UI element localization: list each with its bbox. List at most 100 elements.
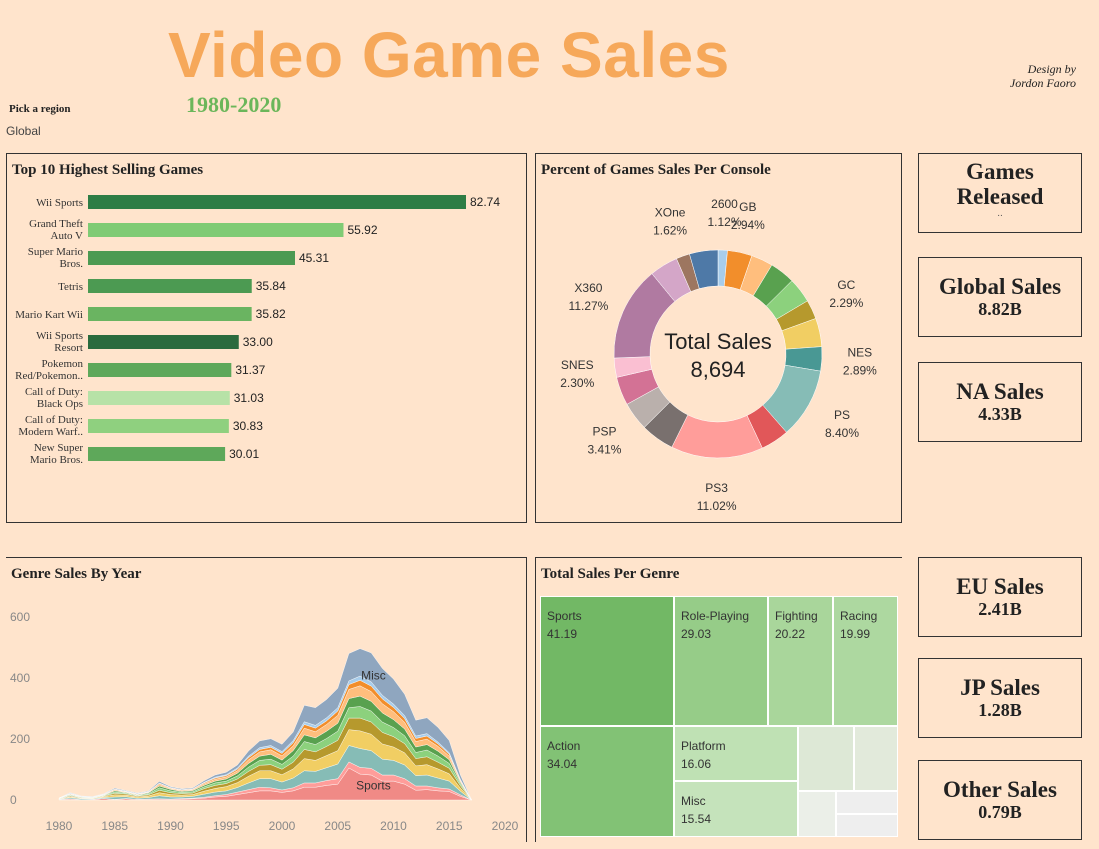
genre-year-chart: 0 200 400 600 1980 1985 1990 1995 2000 2005 2010 20… (10, 610, 519, 833)
donut-slice-percent: 2.89% (843, 364, 877, 378)
credit-line2: Jordon Faoro (1009, 76, 1076, 90)
donut-slice-percent: 1.62% (653, 223, 687, 237)
top10-category-label: New Super (34, 442, 84, 454)
design-credit: Design by Jordon Faoro (1010, 62, 1076, 90)
treemap-cell-name: Racing (840, 609, 878, 623)
top10-category-label: Tetris (58, 281, 83, 293)
treemap-cell-unlabeled[interactable] (836, 791, 898, 814)
treemap-cell-value: 41.19 (547, 627, 578, 641)
top10-bar[interactable] (88, 391, 230, 405)
donut-slice-name: GC (837, 278, 855, 292)
treemap-cell-racing[interactable]: Racing 19.99 (833, 596, 898, 726)
area-x-tick: 1990 (157, 819, 184, 833)
kpi-other-sales: Other Sales 0.79B (918, 760, 1082, 840)
treemap-cell-misc[interactable]: Misc 15.54 (674, 781, 798, 837)
top10-category-label: Wii Sports (36, 197, 83, 209)
top10-bar[interactable] (88, 251, 295, 265)
treemap-cell-value: 29.03 (681, 627, 712, 641)
top10-category-label: Resort (54, 342, 83, 354)
top10-category-label: Call of Duty: (25, 386, 83, 398)
top10-bar-value: 30.01 (229, 447, 259, 461)
kpi-title: Released (956, 184, 1044, 209)
top10-bar[interactable] (88, 419, 229, 433)
kpi-value: 1.28B (978, 700, 1022, 720)
top10-bar-value: 35.84 (256, 279, 286, 293)
treemap-cell-name: Sports (547, 609, 582, 623)
treemap-cell-value: 34.04 (547, 757, 578, 771)
treemap-cell-value: 19.99 (840, 627, 871, 641)
donut-slice-name: PS (834, 408, 850, 422)
kpi-title: Other Sales (943, 777, 1057, 802)
region-filter-value[interactable]: Global (6, 124, 41, 138)
top10-bar[interactable] (88, 223, 344, 237)
treemap-cell-value: 20.22 (775, 627, 806, 641)
top10-title: Top 10 Highest Selling Games (12, 162, 204, 178)
top10-bar-value: 31.03 (234, 391, 264, 405)
area-y-tick: 0 (10, 793, 17, 807)
area-x-tick: 2010 (380, 819, 407, 833)
donut-slice-name: XOne (655, 205, 686, 219)
donut-center-value: 8,694 (690, 357, 745, 382)
donut-slice-percent: 2.94% (731, 218, 765, 232)
treemap-cell-platform[interactable]: Platform 16.06 (674, 726, 798, 781)
kpi-value: 2.41B (978, 599, 1022, 619)
top10-bar[interactable] (88, 279, 252, 293)
treemap-cell-unlabeled[interactable] (798, 791, 836, 837)
treemap-cell-name: Action (547, 739, 581, 753)
area-series[interactable] (58, 648, 472, 801)
top10-category-label: Grand Theft (29, 218, 83, 230)
donut-slice-percent: 1.12% (707, 215, 741, 229)
top10-bar-value: 55.92 (347, 223, 377, 237)
treemap-cell-name: Role-Playing (681, 609, 750, 623)
treemap-cell-sports[interactable]: Sports 41.19 (540, 596, 674, 726)
kpi-title: JP Sales (960, 675, 1040, 700)
top10-category-label: Mario Kart Wii (15, 309, 83, 321)
area-y-tick: 400 (10, 671, 30, 685)
kpi-value: .. (997, 208, 1003, 219)
treemap-cell-unlabeled[interactable] (836, 814, 898, 837)
top10-bar[interactable] (88, 363, 232, 377)
kpi-na-sales: NA Sales 4.33B (918, 362, 1082, 442)
treemap-cell-unlabeled[interactable] (798, 726, 854, 791)
top10-category-label: Super Mario (28, 246, 84, 258)
treemap-cell-fighting[interactable]: Fighting 20.22 (768, 596, 833, 726)
area-x-tick: 2020 (492, 819, 519, 833)
genre-year-panel: Genre Sales By Year (6, 557, 527, 842)
top10-bar[interactable] (88, 335, 239, 349)
top10-bar-value: 33.00 (243, 335, 273, 349)
credit-line1: Design by (1027, 62, 1076, 76)
donut-slice-percent: 2.29% (829, 296, 863, 310)
kpi-title: NA Sales (956, 379, 1044, 404)
treemap-cell-name: Misc (681, 794, 706, 808)
area-annotation: Sports (356, 778, 391, 792)
console-panel: Percent of Games Sales Per Console 2600 1… (535, 153, 902, 523)
treemap-cell-value: 16.06 (681, 757, 712, 771)
kpi-title: EU Sales (956, 574, 1044, 599)
kpi-eu-sales: EU Sales 2.41B (918, 557, 1082, 637)
top10-bar[interactable] (88, 307, 252, 321)
area-x-tick: 2005 (324, 819, 351, 833)
genre-total-panel: Total Sales Per Genre (535, 557, 902, 842)
donut-slice-percent: 8.40% (825, 426, 859, 440)
top10-category-label: Modern Warf.. (18, 426, 83, 438)
console-title: Percent of Games Sales Per Console (541, 162, 771, 178)
genre-treemap: Sports 41.19 Role-Playing 29.03 Fighting… (540, 596, 898, 837)
top10-bar[interactable] (88, 447, 226, 461)
kpi-games-released: Games Released .. (918, 153, 1082, 233)
treemap-cell-action[interactable]: Action 34.04 (540, 726, 674, 837)
treemap-cell-unlabeled[interactable] (854, 726, 898, 791)
kpi-value: 4.33B (978, 404, 1022, 424)
top10-category-label: Pokemon (41, 358, 83, 370)
donut-slice-name: SNES (561, 358, 594, 372)
top10-panel: Top 10 Highest Selling Games 82.74 Wii Sp… (6, 153, 527, 523)
treemap-cell-role-playing[interactable]: Role-Playing 29.03 (674, 596, 768, 726)
donut-slice-name: NES (847, 346, 872, 360)
top10-category-label: Call of Duty: (25, 414, 83, 426)
top10-bar[interactable] (88, 195, 466, 209)
area-x-tick: 1995 (213, 819, 240, 833)
top10-bar-value: 30.83 (233, 419, 263, 433)
donut-slice[interactable] (689, 249, 719, 289)
top10-bar-value: 35.82 (256, 307, 286, 321)
donut-slice[interactable] (671, 414, 763, 459)
